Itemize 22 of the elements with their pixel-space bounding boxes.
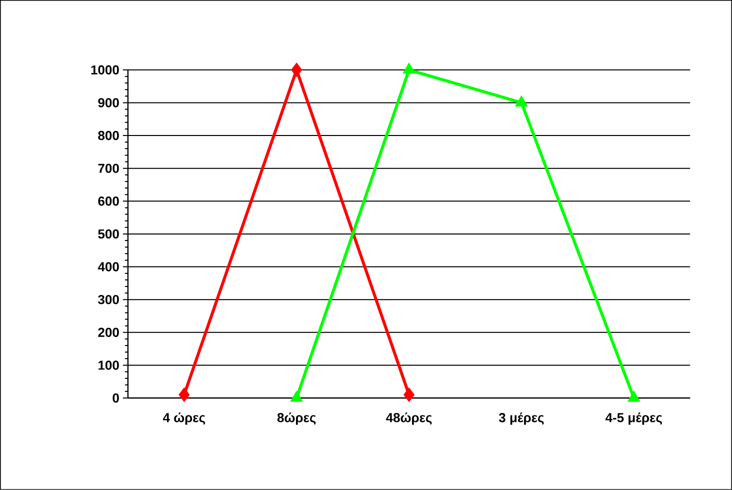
y-tick-label: 1000 xyxy=(91,65,119,75)
point xyxy=(515,95,528,106)
x-tick-label: 48ώρες xyxy=(386,412,432,425)
x-tick-label: 4-5 μέρες xyxy=(605,412,662,425)
y-tick-label: 900 xyxy=(98,98,119,108)
y-tick-label: 0 xyxy=(112,393,119,403)
point xyxy=(404,387,415,402)
y-tick-label: 800 xyxy=(98,130,119,140)
y-tick-label: 100 xyxy=(98,360,119,370)
x-tick-label: 3 μέρες xyxy=(498,412,544,425)
point xyxy=(178,387,190,402)
y-tick-label: 200 xyxy=(98,328,119,338)
point xyxy=(628,390,640,402)
x-tick-label: 8ώρες xyxy=(277,412,316,425)
point xyxy=(290,390,303,402)
y-tick-label: 300 xyxy=(98,294,119,304)
y-tick-label: 400 xyxy=(98,262,119,272)
y-tick-label: 700 xyxy=(98,164,119,173)
point xyxy=(402,62,416,74)
x-tick-label: 4 ώρες xyxy=(162,412,206,425)
y-tick-label: 600 xyxy=(98,196,119,206)
y-tick-label: 500 xyxy=(98,229,119,239)
